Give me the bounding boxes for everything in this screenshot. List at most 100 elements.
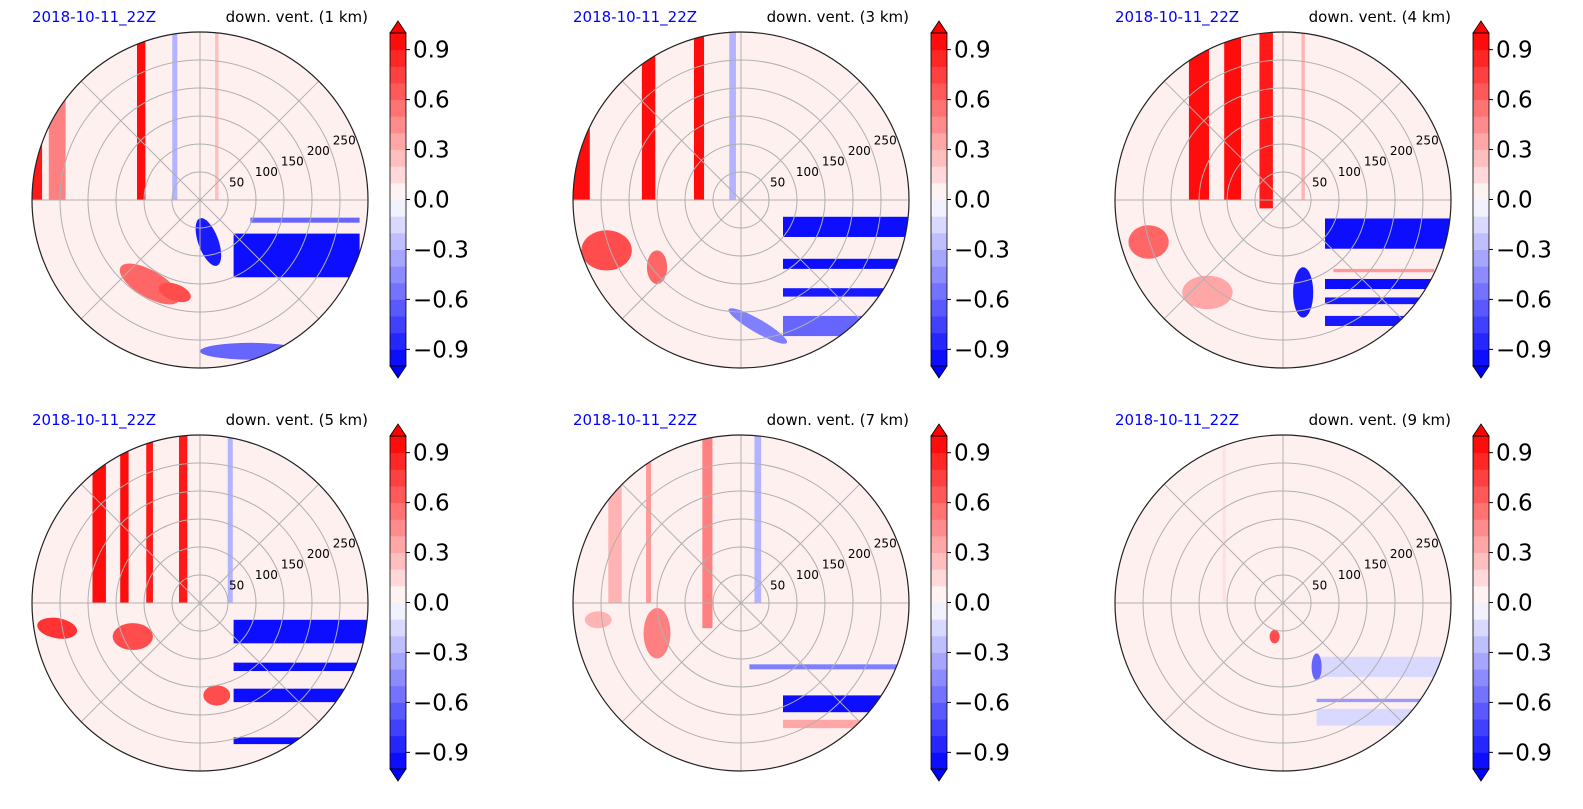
radial-tick-label: 50 — [770, 176, 785, 190]
data-blob — [1311, 653, 1322, 681]
colorbar-level — [390, 669, 406, 687]
radial-tick-label: 250 — [874, 134, 897, 148]
data-blob — [584, 611, 612, 629]
data-stripe — [179, 435, 188, 603]
panel-title: down. vent. (1 km) — [226, 8, 368, 26]
data-stripe — [608, 477, 622, 603]
colorbar-level — [1473, 299, 1489, 317]
colorbar-level — [1473, 66, 1489, 84]
colorbar-level — [1473, 199, 1489, 217]
colorbar-level — [1473, 552, 1489, 570]
colorbar-level — [931, 585, 947, 603]
colorbar-tick-label: −0.6 — [1496, 287, 1552, 313]
colorbar-tick-label: −0.9 — [1496, 337, 1552, 363]
grid-spoke — [621, 80, 861, 320]
colorbar-level — [931, 519, 947, 537]
colorbar-level — [1473, 535, 1489, 554]
radial-tick-label: 100 — [1338, 568, 1361, 582]
colorbar-tick-label: 0.0 — [413, 591, 450, 617]
colorbar-level — [931, 282, 947, 300]
colorbar-tick-label: 0.9 — [413, 441, 450, 467]
colorbar-level — [390, 719, 406, 737]
colorbar-level — [931, 669, 947, 687]
polar-grid — [573, 32, 909, 368]
data-blob — [643, 608, 671, 659]
colorbar-level — [931, 436, 947, 454]
colorbar-level — [1473, 735, 1489, 753]
panel-title: down. vent. (4 km) — [1309, 8, 1451, 26]
data-stripe — [146, 435, 153, 603]
colorbar-level — [1473, 635, 1489, 653]
polar-grid — [1115, 435, 1451, 771]
colorbar-level — [390, 436, 406, 454]
colorbar-level — [390, 552, 406, 570]
polar-grid — [32, 32, 368, 368]
colorbar-extend-low — [930, 365, 948, 379]
colorbar: 0.9 0.6 0.3 0.0 −0.3 −0.6 −0.9 — [389, 423, 469, 782]
data-stripe — [783, 719, 876, 729]
colorbar-tick-label: 0.6 — [1496, 88, 1533, 114]
colorbar-level — [1473, 485, 1489, 504]
data-stripe — [1222, 435, 1226, 603]
colorbar-level — [390, 49, 406, 67]
colorbar-level — [1473, 502, 1489, 520]
data-stripe — [749, 664, 901, 670]
data-stripe — [1224, 32, 1241, 200]
colorbar-extend-low — [1472, 365, 1490, 379]
colorbar-level — [931, 635, 947, 653]
data-stripe — [783, 258, 909, 269]
data-blob — [581, 230, 632, 271]
radial-tick-label: 150 — [822, 558, 845, 572]
colorbar-level — [931, 149, 947, 167]
radial-tick-label: 50 — [229, 176, 244, 190]
colorbar-tick-label: 0.6 — [413, 88, 450, 114]
colorbar-level — [1473, 469, 1489, 487]
colorbar-level — [931, 735, 947, 753]
colorbar-level — [390, 735, 406, 753]
radial-tick-label: 50 — [1312, 579, 1327, 593]
data-stripe — [233, 688, 360, 703]
polar-grid — [1115, 32, 1451, 368]
colorbar-level — [390, 232, 406, 250]
colorbar-level — [1473, 752, 1489, 770]
colorbar-level — [390, 349, 406, 367]
data-blob — [200, 342, 301, 360]
colorbar-tick-label: 0.0 — [954, 188, 991, 214]
colorbar-level — [931, 66, 947, 84]
colorbar-level — [390, 299, 406, 317]
colorbar-level — [1473, 702, 1489, 720]
date-label: 2018-10-11_22Z — [573, 8, 697, 27]
panel-title: down. vent. (7 km) — [767, 411, 909, 429]
colorbar-level — [931, 652, 947, 670]
date-label: 2018-10-11_22Z — [32, 8, 156, 27]
colorbar-level — [1473, 652, 1489, 670]
data-stripe — [641, 48, 656, 200]
colorbar-level — [390, 452, 406, 470]
polar-grid — [573, 435, 909, 771]
colorbar-level — [931, 249, 947, 267]
data-stripe — [233, 233, 360, 278]
colorbar-level — [1473, 33, 1489, 51]
polar-grid — [32, 435, 368, 771]
colorbar-tick-label: −0.6 — [1496, 690, 1552, 716]
data-blob — [646, 250, 668, 284]
colorbar-level — [390, 535, 406, 554]
colorbar-level — [1473, 452, 1489, 470]
radial-tick-label: 100 — [1338, 165, 1361, 179]
colorbar: 0.9 0.6 0.3 0.0 −0.3 −0.6 −0.9 — [930, 20, 1010, 379]
colorbar-extend-low — [389, 365, 407, 379]
colorbar-tick-label: −0.9 — [954, 740, 1010, 766]
colorbar-level — [931, 33, 947, 51]
colorbar-extend-high — [1472, 423, 1490, 437]
data-blob — [1128, 225, 1169, 259]
grid-spoke — [1163, 483, 1403, 723]
colorbar-level — [931, 332, 947, 350]
colorbar-level — [931, 182, 947, 200]
colorbar-level — [1473, 436, 1489, 454]
colorbar-level — [1473, 619, 1489, 637]
polar-frame — [572, 434, 910, 772]
radial-tick-label: 100 — [255, 165, 278, 179]
